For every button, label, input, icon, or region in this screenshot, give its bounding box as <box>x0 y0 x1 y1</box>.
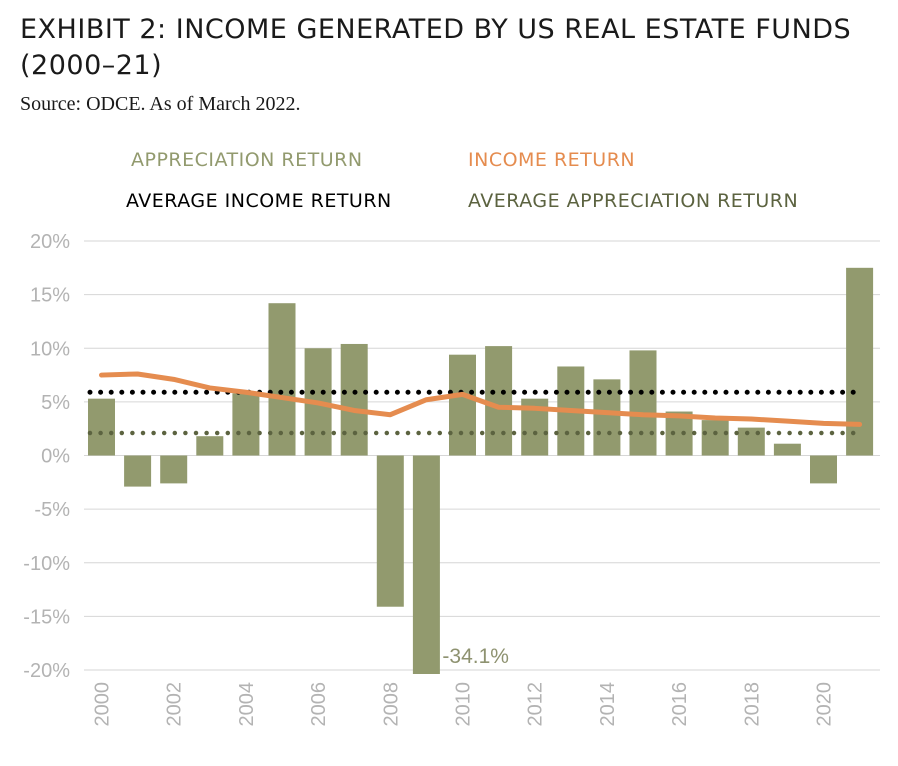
x-tick-label: 2000 <box>92 682 114 727</box>
chart-source: Source: ODCE. As of March 2022. <box>20 93 301 115</box>
x-tick-label: 2004 <box>236 682 258 727</box>
chart-title: EXHIBIT 2: INCOME GENERATED BY US REAL E… <box>20 14 852 81</box>
bar-2018 <box>737 427 765 456</box>
y-tick-label: -10% <box>23 553 70 575</box>
bar-2001 <box>124 455 152 487</box>
x-tick-label: 2012 <box>525 682 547 727</box>
legend-appreciation-return: APPRECIATION RETURN <box>131 149 363 171</box>
x-tick-label: 2020 <box>814 682 836 727</box>
y-tick-label: 20% <box>30 231 70 253</box>
y-tick-label: -15% <box>23 606 70 628</box>
bar-2000 <box>88 398 115 456</box>
bar-2021 <box>846 267 874 456</box>
legend-average-appreciation-return: AVERAGE APPRECIATION RETURN <box>468 190 799 212</box>
x-tick-label: 2006 <box>308 682 330 727</box>
y-tick-label: -20% <box>23 660 70 682</box>
x-tick-label: 2002 <box>164 682 186 727</box>
bar-2008 <box>376 455 404 607</box>
bar-2019 <box>773 443 801 456</box>
bar-2004 <box>232 393 260 456</box>
annotation-label: -34.1% <box>442 645 509 668</box>
legend-income-return: INCOME RETURN <box>468 149 636 171</box>
y-tick-label: 10% <box>30 338 70 360</box>
y-tick-label: 0% <box>41 446 70 468</box>
bar-2011 <box>485 346 513 456</box>
bar-2010 <box>449 354 476 456</box>
y-tick-label: 15% <box>30 285 70 307</box>
x-tick-label: 2014 <box>597 682 619 727</box>
bar-2003 <box>196 436 224 456</box>
bar-2020 <box>810 455 837 484</box>
x-tick-label: 2018 <box>741 682 763 727</box>
bar-2007 <box>340 343 368 456</box>
x-tick-label: 2016 <box>669 682 691 727</box>
bar-2017 <box>701 420 729 456</box>
x-tick-label: 2010 <box>453 682 475 727</box>
bar-2015 <box>629 350 657 456</box>
bar-2005 <box>268 303 296 456</box>
bar-2009 <box>412 455 440 674</box>
x-tick-label: 2008 <box>380 682 402 727</box>
income-return-line <box>99 371 863 427</box>
legend-average-income-return: AVERAGE INCOME RETURN <box>126 190 392 212</box>
y-tick-label: 5% <box>41 392 70 414</box>
bar-2002 <box>160 455 188 484</box>
y-tick-label: -5% <box>34 499 70 521</box>
